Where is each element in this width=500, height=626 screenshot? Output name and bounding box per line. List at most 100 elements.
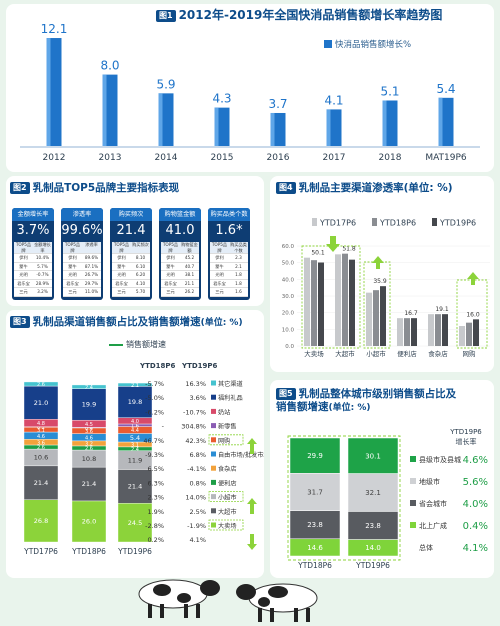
- fig4-ytick-label: 0.0: [285, 344, 294, 350]
- kpi-table-cell: 28.9%: [35, 280, 50, 286]
- fig3-tag: 图3: [10, 316, 30, 328]
- fig4-bar: [428, 314, 434, 346]
- kpi-table-header-cell: 购买频次: [132, 242, 149, 247]
- fig4-bar: [342, 253, 348, 346]
- fig5-growth-name: 地级市: [419, 477, 440, 486]
- fig3-growth-v18: 6.3%: [147, 479, 164, 487]
- kpi-table-row: 君乐宝 4.10: [112, 280, 150, 288]
- kpi-card-table: TOP5品牌 购物篮金额 伊利 45.2 蒙牛 40.7 光明 38.1 君乐宝 21.1 三元 26…: [161, 242, 199, 297]
- fig1-category-label: MAT19P6: [425, 153, 467, 163]
- fig1-value-label: 4.3: [212, 92, 231, 106]
- fig3-growth-extra: 4.1%: [189, 536, 206, 544]
- fig1-legend-swatch: [324, 40, 332, 48]
- fig1-value-label: 5.1: [380, 84, 399, 98]
- fig4-legend-swatch: [312, 218, 317, 226]
- fig4-bar: [411, 318, 417, 346]
- kpi-card: 金额增长率 3.7% TOP5品牌 金额增长率 伊利 10.4% 蒙牛 5.7% 光明 -0.7%…: [12, 208, 54, 300]
- kpi-table-row: 君乐宝 28.9%: [14, 280, 52, 288]
- fig4-ytick-label: 20.0: [282, 311, 295, 317]
- kpi-table-cell: 5.70: [135, 289, 146, 294]
- kpi-table-cell: 89.6%: [84, 255, 99, 260]
- fig3-stack-segment: [117, 386, 153, 418]
- kpi-table-row: 光明 38.1: [161, 271, 199, 280]
- fig4-chart: YTD17P6 YTD18P6 YTD19P6 60.0 50.0 40.0 30.0 20.…: [282, 218, 490, 358]
- fig3-segment-label: 21.4: [34, 479, 48, 487]
- fig5-stack-segment: [347, 473, 399, 512]
- kpi-table-cell: 26.2: [184, 289, 195, 294]
- fig4-up-arrow-icon: [467, 272, 479, 285]
- fig1-bar-highlight: [382, 100, 387, 146]
- fig3-growth-v18: -: [162, 423, 165, 431]
- kpi-table-row: 三元 1.6: [210, 288, 248, 297]
- fig3-segment-label: 26.8: [34, 517, 48, 525]
- kpi-table-cell: 1.6: [235, 289, 242, 294]
- fig5-growth-swatch: [410, 522, 416, 528]
- kpi-table-cell: 26.7%: [84, 272, 99, 277]
- fig3-segment-label: 3.6: [37, 440, 45, 446]
- kpi-table-header: TOP5品牌 金额增长率: [14, 242, 52, 254]
- fig1-category-label: 2016: [267, 153, 290, 163]
- fig5-title-text: 乳制品整体城市级别销售额占比及: [298, 388, 457, 400]
- kpi-card: 购物篮金额 41.0 TOP5品牌 购物篮金额 伊利 45.2 蒙牛 40.7 光明 38.1 君乐…: [159, 208, 201, 300]
- kpi-table-cell: 1.8: [235, 280, 242, 286]
- fig1-chart: 12.1 2012 8.0 2013 5.9 2014 4.3 2015 3.7 2016 4.1 2…: [20, 22, 480, 163]
- fig3-stack-segment: [23, 465, 59, 500]
- fig3-stack-segment: [23, 381, 59, 387]
- fig5-growth-value: 4.1%: [463, 543, 488, 554]
- kpi-card-label: 购物篮金额: [159, 208, 201, 221]
- kpi-table-cell: 蒙牛: [68, 263, 77, 269]
- fig5-growth-value: 0.4%: [463, 521, 488, 532]
- kpi-table-row: 伊利 8.10: [112, 254, 150, 263]
- kpi-table-row: 蒙牛 2.1: [210, 263, 248, 271]
- kpi-card-value: 1.6*: [215, 223, 243, 238]
- kpi-table-cell: 光明: [215, 272, 224, 277]
- fig3-growth-v19: 14.0%: [185, 494, 206, 502]
- fig5-unit: (单位: %): [328, 402, 371, 413]
- fig3-growth-v19: -4.1%: [187, 465, 206, 473]
- fig4-legend-swatch: [372, 218, 377, 226]
- kpi-card-value: 99.6%: [61, 223, 103, 238]
- fig3-category-label: YTD19P6: [117, 547, 152, 556]
- fig4-ytick-label: 30.0: [282, 294, 295, 300]
- fig4-bar: [380, 286, 386, 346]
- kpi-table-cell: 君乐宝: [115, 280, 128, 286]
- fig3-segment-label: 4.8: [37, 421, 45, 427]
- kpi-table-cell: 1.8: [235, 272, 242, 277]
- fig3-growth-v19: -10.7%: [183, 408, 206, 416]
- fig5-tag: 图5: [276, 388, 296, 400]
- fig3-segment-label: 4.0: [131, 419, 139, 425]
- fig2-title-text: 乳制品TOP5品牌主要指标表现: [32, 182, 180, 194]
- fig3-growth-v18: 46.7%: [143, 437, 164, 445]
- fig3-segment-label: 3.2: [85, 442, 93, 448]
- fig5-stack-segment: [289, 473, 341, 511]
- fig3-stack-segment: [23, 499, 59, 543]
- kpi-table-row: 光明 1.8: [210, 271, 248, 280]
- fig5-stack-segment: [347, 437, 399, 474]
- fig3-segment-label: 4.4: [131, 428, 139, 434]
- fig3-category-label: YTD17P6: [23, 547, 58, 556]
- fig1-value-label: 5.9: [156, 77, 175, 91]
- kpi-table-cell: 2.3: [235, 255, 242, 260]
- fig4-ytick-label: 10.0: [282, 327, 295, 333]
- fig3-growth-swatch: [211, 494, 216, 500]
- fig3-segment-label: 0.4: [85, 426, 93, 432]
- fig3-growth-swatch: [211, 522, 216, 528]
- kpi-table-header-cell: 金额增长率: [34, 242, 51, 253]
- fig3-growth-v18: 6.5%: [147, 465, 164, 473]
- fig5-segment-label: 23.8: [307, 521, 323, 529]
- fig5-stack-segment: [289, 510, 341, 540]
- fig3-title-text: 乳制品渠道销售额占比及销售额增速: [32, 316, 201, 328]
- kpi-card-label: 金额增长率: [12, 208, 54, 221]
- fig3-segment-label: 2.6: [37, 445, 45, 451]
- kpi-table-cell: 40.7: [184, 263, 195, 269]
- kpi-table-row: 光明 6.20: [112, 271, 150, 280]
- fig4-bar: [397, 318, 403, 346]
- kpi-table-cell: 10.4%: [35, 255, 50, 260]
- fig1-category-label: 2014: [155, 153, 178, 163]
- fig3-growth-name: 福利礼品: [218, 394, 243, 402]
- kpi-card: 渗透率 99.6% TOP5品牌 渗透率 伊利 89.6% 蒙牛 87.1% 光明 26.7% 君乐…: [61, 208, 103, 300]
- fig3-growth-v19: 2.5%: [189, 508, 206, 516]
- fig3-growth-name: 自由市场/批发市场: [218, 451, 264, 459]
- fig3-segment-label: 3.6: [85, 429, 93, 435]
- kpi-table-cell: 11.0%: [84, 289, 99, 294]
